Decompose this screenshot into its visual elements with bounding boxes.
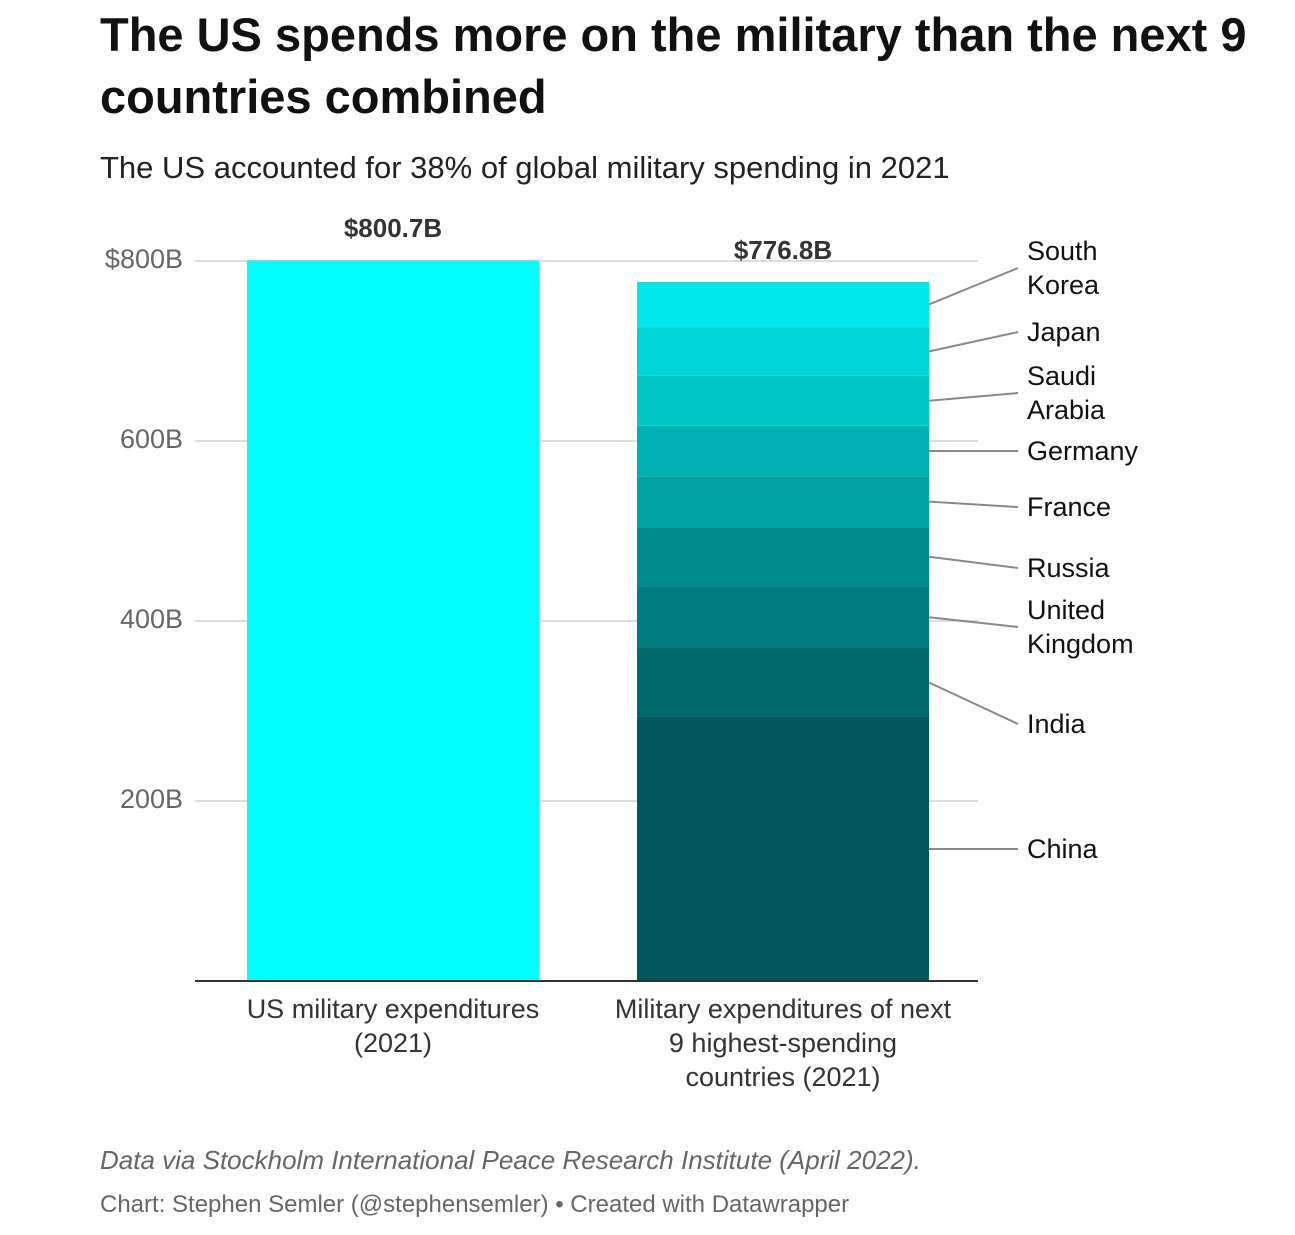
- segment-label: India: [1027, 709, 1086, 739]
- segment-label: United Kingdom: [1027, 595, 1134, 659]
- bar-segment: [637, 281, 929, 328]
- y-tick-label: 400B: [120, 604, 183, 634]
- bar-segment: [247, 260, 539, 981]
- segment-label: Germany: [1027, 436, 1139, 466]
- segment-label: Russia: [1027, 553, 1110, 583]
- credit-note: Chart: Stephen Semler (@stephensemler) •…: [100, 1191, 850, 1218]
- bar-segment: [637, 375, 929, 426]
- chart-title: The US spends more on the military than …: [100, 8, 1247, 123]
- total-label: $776.8B: [734, 235, 832, 265]
- bar-segment: [637, 648, 929, 717]
- leader-line: [928, 616, 1019, 628]
- leader-line: [928, 555, 1019, 569]
- source-note: Data via Stockholm International Peace R…: [100, 1145, 921, 1175]
- segment-label: South Korea: [1027, 236, 1100, 300]
- leader-line: [928, 392, 1019, 402]
- bar-segment: [637, 476, 929, 528]
- y-tick-label: 200B: [120, 784, 183, 814]
- x-tick-label: Military expenditures of next 9 highest-…: [614, 994, 952, 1092]
- bar-segment: [637, 586, 929, 648]
- y-tick-label: $800B: [105, 244, 183, 274]
- chart-subtitle: The US accounted for 38% of global milit…: [100, 150, 950, 185]
- segment-label: Saudi Arabia: [1027, 361, 1106, 425]
- total-label: $800.7B: [344, 213, 442, 243]
- leader-line: [928, 267, 1019, 306]
- bar-segment: [637, 716, 929, 981]
- y-tick-label: 600B: [120, 424, 183, 454]
- segment-label: Japan: [1027, 317, 1101, 347]
- segment-label: China: [1027, 834, 1098, 864]
- bar-segment: [637, 527, 929, 587]
- segment-label: France: [1027, 492, 1112, 522]
- x-tick-label: US military expenditures (2021): [246, 994, 540, 1058]
- leader-line: [928, 500, 1019, 508]
- bar-segment: [637, 327, 929, 376]
- leader-line: [928, 681, 1019, 725]
- bar-segment: [637, 425, 929, 477]
- leader-line: [928, 331, 1019, 353]
